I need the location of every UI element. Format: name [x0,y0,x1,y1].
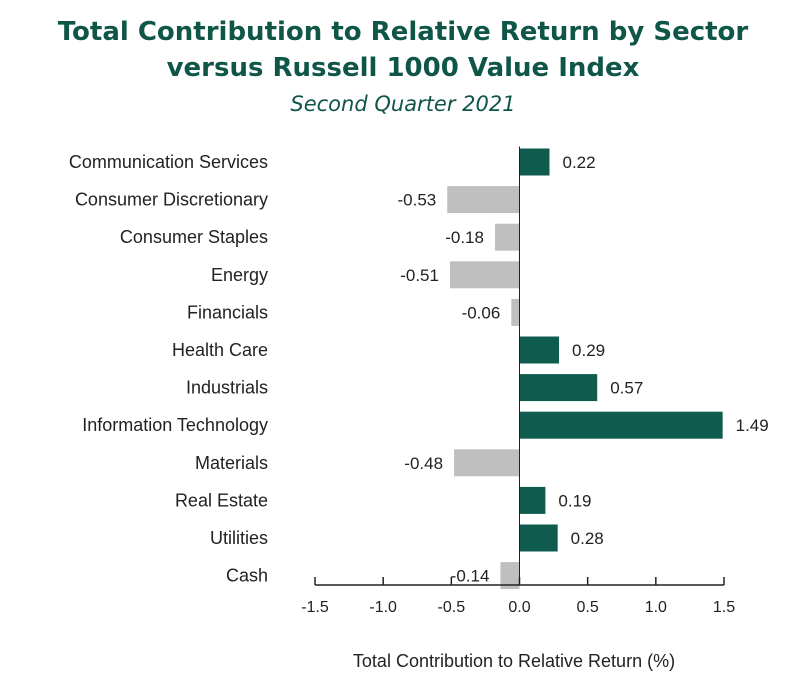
bar-health-care [519,336,560,364]
bars-layer [447,148,723,590]
category-label-utilities: Utilities [210,528,268,548]
bar-financials [511,298,520,326]
bar-real-estate [519,486,546,514]
value-label-consumer-discretionary: -0.53 [397,191,436,210]
value-label-utilities: 0.28 [571,529,604,548]
bar-materials [454,449,520,477]
category-label-materials: Materials [195,453,268,473]
category-label-financials: Financials [187,302,268,322]
value-label-industrials: 0.57 [610,379,643,398]
value-label-information-technology: 1.49 [736,416,769,435]
x-tick-label: 1.5 [713,599,735,616]
bar-communication-services [519,148,550,176]
chart-title-line1: Total Contribution to Relative Return by… [57,17,749,47]
bar-cash [500,562,520,590]
bar-utilities [519,524,558,552]
category-label-real-estate: Real Estate [175,490,268,510]
category-label-energy: Energy [211,265,268,285]
value-label-real-estate: 0.19 [558,491,591,510]
x-tick-label: 1.0 [645,599,667,616]
value-label-cash: -0.14 [451,567,490,586]
chart-title-line2: versus Russell 1000 Value Index [166,53,640,83]
x-tick-label: 0.5 [577,599,599,616]
category-label-communication-services: Communication Services [69,152,268,172]
x-axis-title: Total Contribution to Relative Return (%… [353,651,675,671]
category-label-consumer-staples: Consumer Staples [120,227,268,247]
x-tick-label: 0.0 [508,599,530,616]
category-label-cash: Cash [226,566,268,586]
value-label-energy: -0.51 [400,266,439,285]
value-label-materials: -0.48 [404,454,443,473]
value-label-financials: -0.06 [462,303,501,322]
x-tick-label: -1.0 [369,599,397,616]
category-label-industrials: Industrials [186,378,268,398]
bar-industrials [519,374,598,402]
value-label-communication-services: 0.22 [562,153,595,172]
bar-information-technology [519,411,723,439]
labels-layer: Communication Services 0.22 Consumer Discr… [69,152,769,586]
value-label-consumer-staples: -0.18 [445,228,484,247]
bar-consumer-staples [494,223,520,251]
bar-energy [449,261,520,289]
x-tick-label: -1.5 [301,599,329,616]
category-label-information-technology: Information Technology [82,415,268,435]
category-label-consumer-discretionary: Consumer Discretionary [75,190,268,210]
chart-title: Total Contribution to Relative Return by… [0,14,806,86]
bar-consumer-discretionary [447,186,520,214]
x-tick-label: -0.5 [438,599,466,616]
category-label-health-care: Health Care [172,340,268,360]
chart-subtitle: Second Quarter 2021 [290,92,516,116]
value-label-health-care: 0.29 [572,341,605,360]
x-axis: -1.5 -1.0 -0.5 0.0 0.5 1.0 1.5 [301,146,735,616]
